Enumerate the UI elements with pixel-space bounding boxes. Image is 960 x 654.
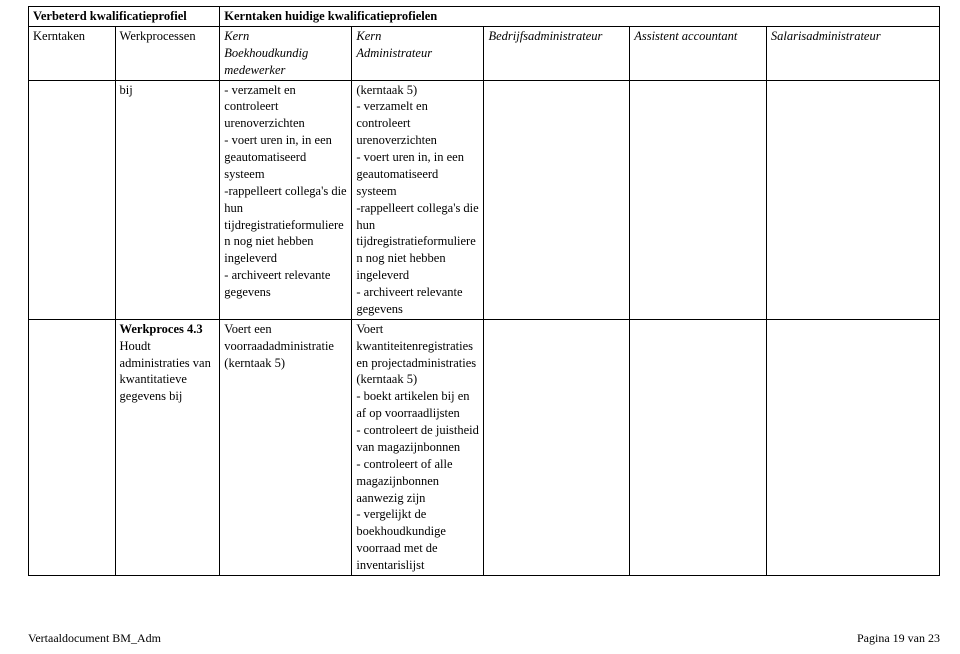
header-right: Kerntaken huidige kwalificatieprofielen <box>220 7 940 27</box>
col-kern-admin-header: Kern Administrateur <box>352 26 484 80</box>
werkproces-number: Werkproces 4.3 <box>120 322 203 336</box>
cell-line: Kern <box>356 29 381 43</box>
cell-kern-admin: (kerntaak 5) - verzamelt en controleert … <box>352 80 484 319</box>
cell-line: Kern <box>224 29 249 43</box>
cell-empty <box>766 319 939 575</box>
cell-empty <box>630 80 767 319</box>
cell-kern-boekhoud: Voert een voorraadadministratie (kerntaa… <box>220 319 352 575</box>
cell-line: medewerker <box>224 63 285 77</box>
table-header-row-2: Kerntaken Werkprocessen Kern Boekhoudkun… <box>29 26 940 80</box>
table-header-row-1: Verbeterd kwalificatieprofiel Kerntaken … <box>29 7 940 27</box>
col-salarisadmin-header: Salarisadministrateur <box>766 26 939 80</box>
col-bedrijfsadmin-header: Bedrijfsadministrateur <box>484 26 630 80</box>
cell-empty <box>484 319 630 575</box>
werkproces-desc: Houdt administraties van kwantitatieve g… <box>120 339 211 404</box>
cell-kern-boekhoud: - verzamelt en controleert urenoverzicht… <box>220 80 352 319</box>
page: Verbeterd kwalificatieprofiel Kerntaken … <box>0 0 960 654</box>
cell-line: Boekhoudkundig <box>224 46 308 60</box>
footer-page-number: Pagina 19 van 23 <box>857 631 940 646</box>
cell-werkproces: bij <box>115 80 220 319</box>
cell-empty <box>484 80 630 319</box>
cell-line: Administrateur <box>356 46 432 60</box>
cell-empty <box>29 319 116 575</box>
footer-doc-name: Vertaaldocument BM_Adm <box>28 631 161 646</box>
cell-empty <box>766 80 939 319</box>
qualification-table: Verbeterd kwalificatieprofiel Kerntaken … <box>28 6 940 576</box>
cell-empty <box>29 80 116 319</box>
table-row: Werkproces 4.3 Houdt administraties van … <box>29 319 940 575</box>
cell-empty <box>630 319 767 575</box>
col-werkprocessen-header: Werkprocessen <box>115 26 220 80</box>
page-footer: Vertaaldocument BM_Adm Pagina 19 van 23 <box>28 631 940 646</box>
header-left: Verbeterd kwalificatieprofiel <box>29 7 220 27</box>
cell-kern-admin: Voert kwantiteitenregistraties en projec… <box>352 319 484 575</box>
table-row: bij - verzamelt en controleert urenoverz… <box>29 80 940 319</box>
col-kern-boekhoud-header: Kern Boekhoudkundig medewerker <box>220 26 352 80</box>
col-kerntaken-header: Kerntaken <box>29 26 116 80</box>
cell-werkproces: Werkproces 4.3 Houdt administraties van … <box>115 319 220 575</box>
col-assistent-header: Assistent accountant <box>630 26 767 80</box>
